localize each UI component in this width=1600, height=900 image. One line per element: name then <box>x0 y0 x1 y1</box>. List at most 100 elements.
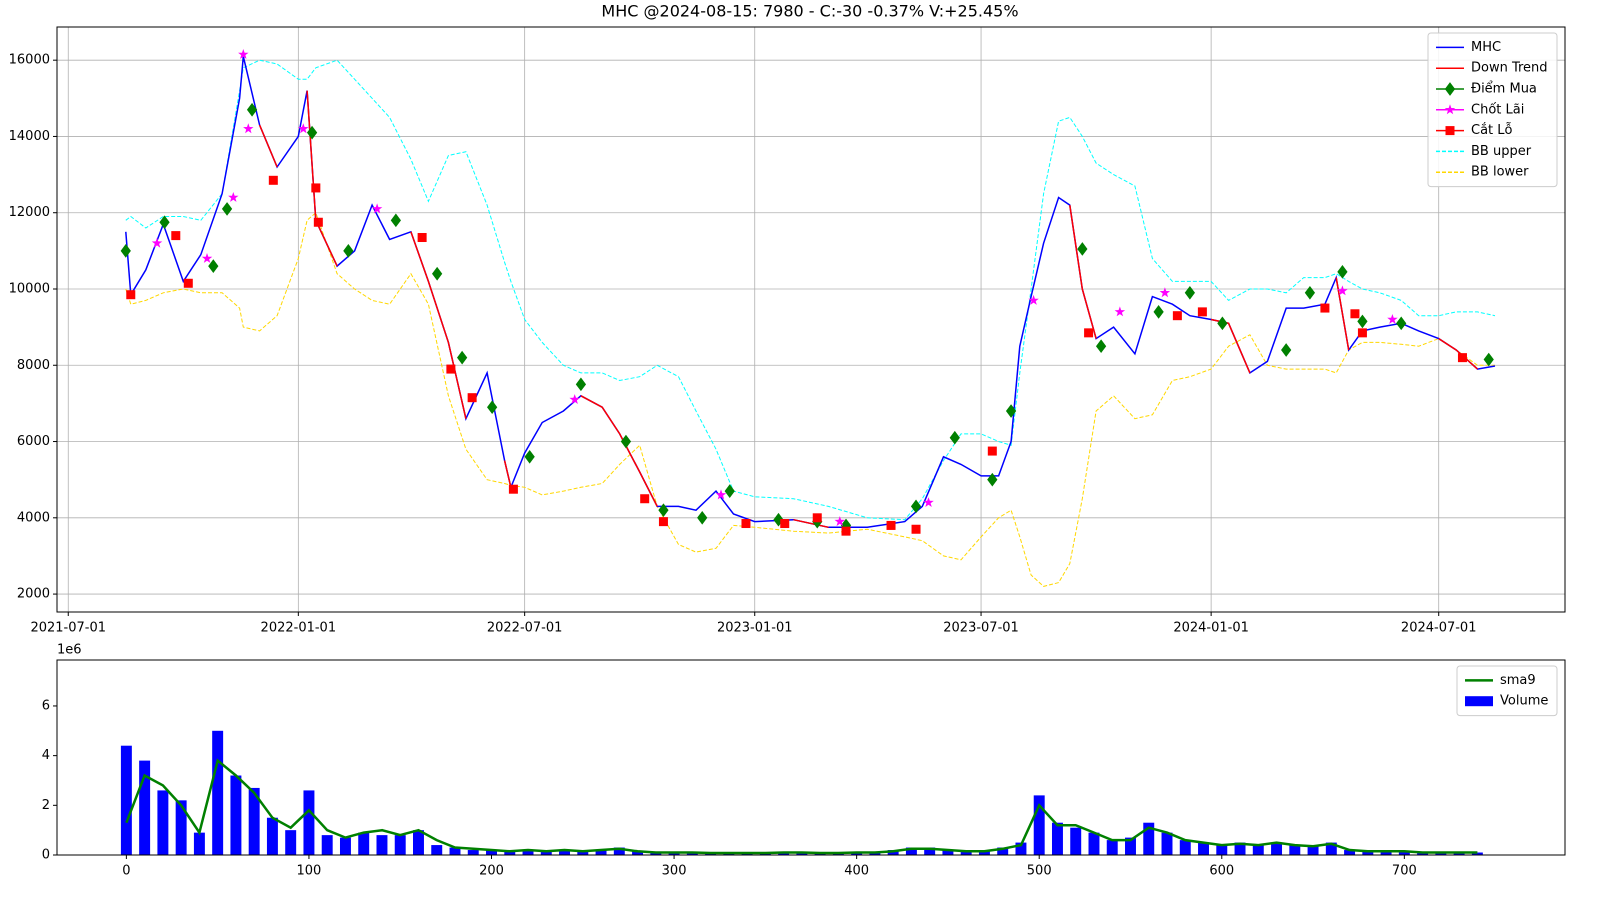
volume-bar <box>1106 840 1118 855</box>
x-tick-label: 500 <box>1027 864 1052 879</box>
stop-loss-marker <box>1350 309 1360 319</box>
volume-bar <box>285 830 297 855</box>
volume-bar <box>1471 852 1483 855</box>
volume-bar <box>1398 851 1410 855</box>
take-profit-marker <box>228 192 239 202</box>
buy-marker <box>246 102 258 117</box>
legend-marker <box>1444 104 1456 115</box>
y-tick-label: 6 <box>42 698 50 713</box>
y-tick-label: 4000 <box>17 510 50 525</box>
x-tick-label: 2023-01-01 <box>717 621 793 636</box>
take-profit-marker <box>201 253 213 263</box>
buy-marker <box>120 244 131 258</box>
volume-bar <box>467 850 479 855</box>
y-tick-label: 4 <box>42 748 50 763</box>
volume-bar <box>1088 832 1100 855</box>
volume-bar <box>1051 822 1063 855</box>
stop-loss-marker <box>886 520 896 530</box>
buy-marker <box>221 202 233 216</box>
buy-marker <box>487 400 498 415</box>
legend-label: Điểm Mua <box>1471 82 1537 97</box>
buy-marker <box>524 449 535 464</box>
legend-label: Cắt Lỗ <box>1471 123 1513 138</box>
volume-bar <box>449 847 461 855</box>
buy-marker <box>1217 316 1228 331</box>
volume-bar <box>650 852 662 855</box>
legend-box <box>1427 32 1558 188</box>
volume-bar <box>559 850 571 855</box>
volume-bar <box>1198 842 1209 855</box>
buy-marker <box>1357 314 1368 329</box>
buy-marker <box>1304 285 1316 300</box>
volume-bar <box>851 852 863 855</box>
buy-marker <box>1153 305 1164 319</box>
x-tick-label: 2022-01-01 <box>261 621 337 636</box>
buy-marker <box>697 510 708 525</box>
volume-bar <box>212 730 224 855</box>
legend-marker <box>1445 126 1455 136</box>
volume-bar <box>522 850 534 855</box>
volume-bar <box>248 787 260 855</box>
stop-loss-marker <box>911 524 921 534</box>
buy-marker <box>390 213 401 228</box>
legend-label: BB lower <box>1471 165 1529 180</box>
volume-bar <box>504 851 516 855</box>
y-tick-label: 12000 <box>9 205 50 220</box>
volume-bar <box>960 851 972 855</box>
buy-marker <box>1077 242 1088 256</box>
volume-bar <box>1417 852 1429 855</box>
axis-offset-label: 1e6 <box>57 643 82 658</box>
take-profit-marker <box>834 516 845 527</box>
stop-loss-marker <box>446 364 456 374</box>
x-tick-label: 0 <box>122 864 130 879</box>
volume-bar <box>139 760 151 855</box>
take-profit-marker <box>1387 314 1398 324</box>
stop-loss-marker <box>313 217 323 227</box>
volume-bar <box>668 852 680 855</box>
stop-loss-marker <box>126 290 136 300</box>
buy-marker <box>724 484 735 498</box>
stop-loss-marker <box>1320 303 1330 313</box>
buy-marker <box>208 259 219 273</box>
volume-bar <box>905 847 917 855</box>
take-profit-marker <box>243 123 254 134</box>
legend-label: sma9 <box>1500 673 1536 688</box>
volume-bar <box>796 852 808 855</box>
volume-bar <box>193 832 205 855</box>
stop-loss-marker <box>741 519 751 529</box>
price-line <box>125 59 1496 521</box>
stop-loss-marker <box>1197 307 1207 317</box>
legend-swatch <box>1465 696 1493 707</box>
volume-bar <box>1380 851 1392 855</box>
legend-label: MHC <box>1471 40 1501 55</box>
volume-bar <box>595 850 607 855</box>
volume-bar <box>339 837 351 855</box>
volume-bar <box>1161 832 1173 855</box>
plot-frame <box>56 659 1566 856</box>
x-tick-label: 2022-07-01 <box>487 621 563 636</box>
volume-bar <box>1179 840 1191 855</box>
buy-marker <box>306 125 318 140</box>
stop-loss-marker <box>171 231 181 241</box>
stop-loss-marker <box>467 393 477 403</box>
volume-bar <box>230 775 242 855</box>
buy-marker <box>620 434 632 449</box>
take-profit-marker <box>1159 287 1171 298</box>
y-tick-label: 6000 <box>17 434 50 449</box>
volume-bar <box>1234 842 1246 855</box>
buy-marker <box>1184 285 1196 300</box>
buy-marker <box>1483 352 1494 367</box>
y-tick-label: 2000 <box>17 587 50 602</box>
take-profit-marker <box>569 394 580 404</box>
stop-loss-marker <box>268 175 278 185</box>
volume-bar <box>1252 845 1264 855</box>
buy-marker <box>457 350 468 365</box>
volume-bar <box>1453 852 1465 855</box>
y-tick-label: 8000 <box>17 358 50 373</box>
stop-loss-marker <box>812 513 822 523</box>
volume-bar <box>1362 851 1374 855</box>
stop-loss-marker <box>640 494 650 504</box>
buy-marker <box>949 430 960 445</box>
take-profit-marker <box>238 49 249 59</box>
